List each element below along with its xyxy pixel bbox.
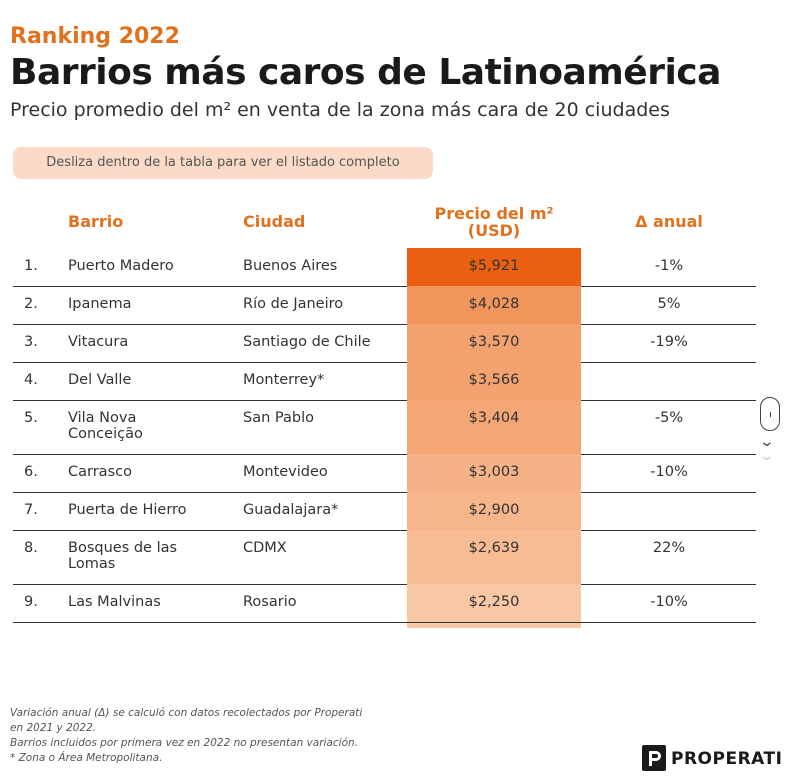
ciudad-cell: Santiago de Chile — [243, 334, 371, 350]
rank-cell: 8. — [24, 540, 38, 556]
row-divider — [13, 622, 756, 623]
row-divider — [13, 400, 756, 401]
price-label: $3,570 — [468, 334, 520, 350]
price-bar — [407, 584, 581, 628]
footnote: Variación anual (Δ) se calculó con datos… — [10, 706, 430, 766]
rank-cell: 4. — [24, 372, 38, 388]
price-label: $5,921 — [468, 258, 520, 274]
barrio-cell: Del Valle — [68, 372, 132, 388]
delta-cell: -5% — [654, 410, 684, 426]
ranking-kicker: Ranking 2022 — [10, 24, 180, 49]
chevron-down-icon: ⌄ — [758, 434, 776, 450]
price-label: $2,250 — [468, 594, 520, 610]
price-bar — [407, 324, 581, 362]
footnote-line: en 2021 y 2022. — [10, 722, 97, 734]
delta-cell: -10% — [650, 594, 688, 610]
delta-cell: 22% — [652, 540, 686, 556]
price-bar — [407, 362, 581, 400]
page-title: Barrios más caros de Latinoamérica — [10, 52, 721, 93]
page-subtitle: Precio promedio del m² en venta de la zo… — [10, 99, 670, 121]
ciudad-cell: Monterrey* — [243, 372, 325, 388]
scroll-mouse-icon — [760, 397, 780, 431]
rank-cell: 1. — [24, 258, 38, 274]
ciudad-cell: CDMX — [243, 540, 287, 556]
price-bar — [407, 286, 581, 324]
price-label: $2,900 — [468, 502, 520, 518]
barrio-cell: Vila Nova Conceição — [68, 410, 143, 442]
column-header-precio-line1: Precio del m² — [434, 204, 554, 223]
footnote-line: Barrios incluidos por primera vez en 202… — [10, 737, 359, 749]
price-bar — [407, 492, 581, 530]
barrio-cell: Puerta de Hierro — [68, 502, 187, 518]
price-label: $3,003 — [468, 464, 520, 480]
row-divider — [13, 454, 756, 455]
properati-logo-text: PROPERATI — [671, 749, 783, 769]
price-bar — [407, 248, 581, 286]
footnote-line: Variación anual (Δ) se calculó con datos… — [10, 707, 363, 719]
price-bar — [407, 400, 581, 454]
delta-cell: 5% — [657, 296, 681, 312]
scroll-hint: Desliza dentro de la tabla para ver el l… — [13, 147, 433, 179]
delta-cell: -19% — [650, 334, 688, 350]
rank-cell: 2. — [24, 296, 38, 312]
barrio-cell: Vitacura — [68, 334, 129, 350]
ciudad-cell: San Pablo — [243, 410, 314, 426]
delta-cell: -1% — [654, 258, 684, 274]
row-divider — [13, 492, 756, 493]
price-bar — [407, 530, 581, 584]
barrio-cell: Ipanema — [68, 296, 132, 312]
column-header-delta: Δ anual — [635, 212, 703, 231]
footnote-line: * Zona o Área Metropolitana. — [10, 752, 163, 764]
rank-cell: 6. — [24, 464, 38, 480]
column-header-precio-line2: (USD) — [467, 221, 521, 240]
ciudad-cell: Rosario — [243, 594, 297, 610]
ciudad-cell: Río de Janeiro — [243, 296, 344, 312]
ciudad-cell: Buenos Aires — [243, 258, 338, 274]
rank-cell: 7. — [24, 502, 38, 518]
delta-cell: -10% — [650, 464, 688, 480]
row-divider — [13, 530, 756, 531]
barrio-cell: Bosques de las Lomas — [68, 540, 178, 572]
barrio-cell: Carrasco — [68, 464, 132, 480]
barrio-cell: Puerto Madero — [68, 258, 174, 274]
rank-cell: 9. — [24, 594, 38, 610]
price-bar — [407, 454, 581, 492]
ciudad-cell: Guadalajara* — [243, 502, 339, 518]
column-header-barrio: Barrio — [68, 212, 124, 231]
row-divider — [13, 324, 756, 325]
barrio-cell: Las Malvinas — [68, 594, 161, 610]
chevron-down-icon: ⌄ — [758, 448, 776, 464]
row-divider — [13, 362, 756, 363]
properati-logo-icon — [642, 745, 666, 771]
price-label: $4,028 — [468, 296, 520, 312]
price-label: $3,566 — [468, 372, 520, 388]
price-label: $3,404 — [468, 410, 520, 426]
column-header-precio: Precio del m² (USD) — [407, 205, 581, 239]
column-header-ciudad: Ciudad — [243, 212, 306, 231]
rank-cell: 3. — [24, 334, 38, 350]
price-label: $2,639 — [468, 540, 520, 556]
ciudad-cell: Montevideo — [243, 464, 328, 480]
row-divider — [13, 286, 756, 287]
row-divider — [13, 584, 756, 585]
rank-cell: 5. — [24, 410, 38, 426]
